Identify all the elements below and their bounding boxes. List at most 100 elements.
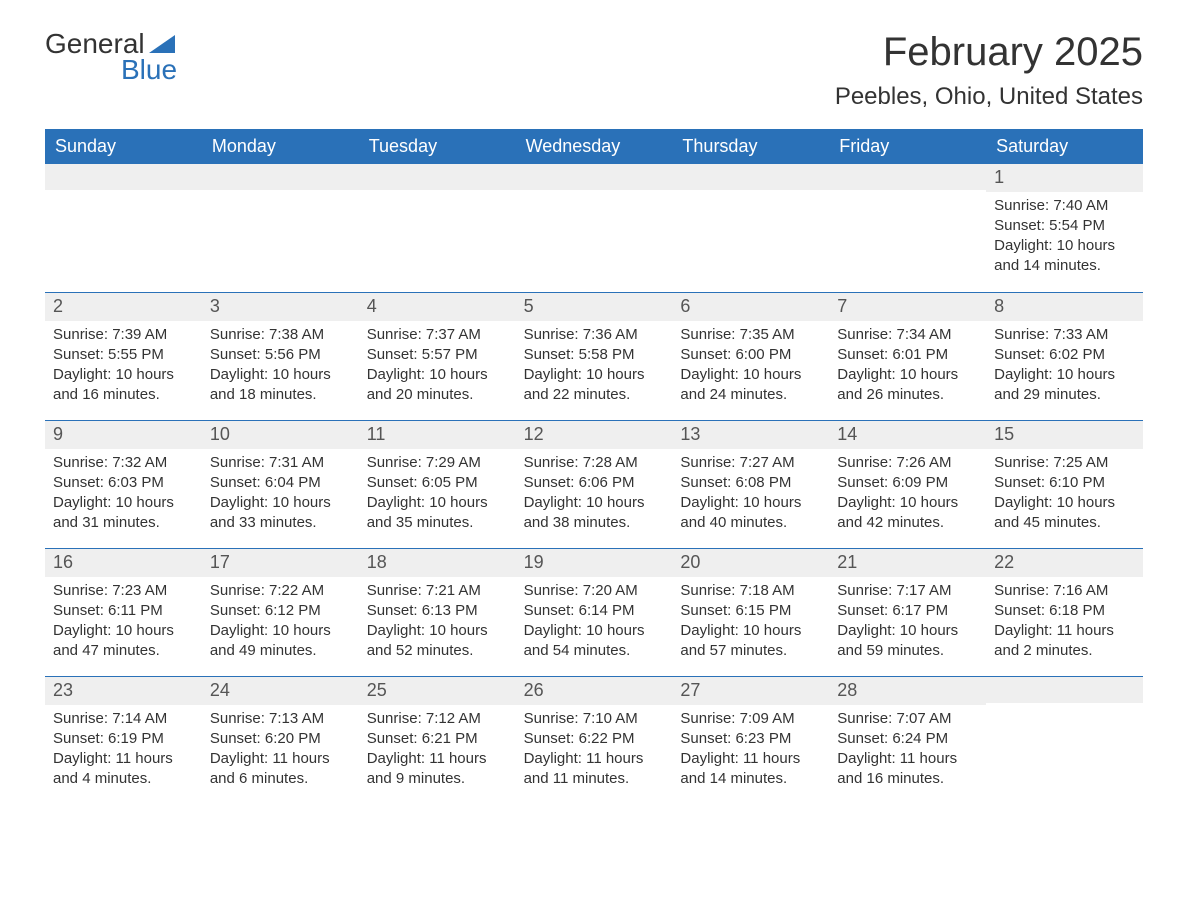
daylight-text: Daylight: 10 hours and 57 minutes. [680, 621, 821, 662]
sunset-text: Sunset: 6:15 PM [680, 601, 821, 621]
sunrise-text: Sunrise: 7:09 AM [680, 709, 821, 729]
weeks-container: 1Sunrise: 7:40 AMSunset: 5:54 PMDaylight… [45, 164, 1143, 804]
daylight-text: Daylight: 11 hours and 6 minutes. [210, 749, 351, 790]
daylight-text: Daylight: 10 hours and 45 minutes. [994, 493, 1135, 534]
day-body: Sunrise: 7:23 AMSunset: 6:11 PMDaylight:… [45, 577, 202, 676]
day-number: 23 [45, 677, 202, 705]
week-row: 1Sunrise: 7:40 AMSunset: 5:54 PMDaylight… [45, 164, 1143, 292]
day-cell: 27Sunrise: 7:09 AMSunset: 6:23 PMDayligh… [672, 677, 829, 804]
day-cell: 15Sunrise: 7:25 AMSunset: 6:10 PMDayligh… [986, 421, 1143, 548]
sunrise-text: Sunrise: 7:35 AM [680, 325, 821, 345]
month-title: February 2025 [835, 30, 1143, 75]
day-cell: 24Sunrise: 7:13 AMSunset: 6:20 PMDayligh… [202, 677, 359, 804]
day-number [45, 164, 202, 190]
day-cell: 18Sunrise: 7:21 AMSunset: 6:13 PMDayligh… [359, 549, 516, 676]
daylight-text: Daylight: 11 hours and 2 minutes. [994, 621, 1135, 662]
sunrise-text: Sunrise: 7:22 AM [210, 581, 351, 601]
sunrise-text: Sunrise: 7:29 AM [367, 453, 508, 473]
daylight-text: Daylight: 11 hours and 14 minutes. [680, 749, 821, 790]
day-cell: 12Sunrise: 7:28 AMSunset: 6:06 PMDayligh… [516, 421, 673, 548]
week-row: 2Sunrise: 7:39 AMSunset: 5:55 PMDaylight… [45, 292, 1143, 420]
sunset-text: Sunset: 6:06 PM [524, 473, 665, 493]
sunrise-text: Sunrise: 7:07 AM [837, 709, 978, 729]
daylight-text: Daylight: 10 hours and 18 minutes. [210, 365, 351, 406]
day-number: 10 [202, 421, 359, 449]
day-number: 20 [672, 549, 829, 577]
day-number [202, 164, 359, 190]
sunrise-text: Sunrise: 7:12 AM [367, 709, 508, 729]
sunset-text: Sunset: 6:08 PM [680, 473, 821, 493]
day-cell: 5Sunrise: 7:36 AMSunset: 5:58 PMDaylight… [516, 293, 673, 420]
day-cell: 4Sunrise: 7:37 AMSunset: 5:57 PMDaylight… [359, 293, 516, 420]
sunset-text: Sunset: 6:23 PM [680, 729, 821, 749]
day-number: 2 [45, 293, 202, 321]
day-cell: 20Sunrise: 7:18 AMSunset: 6:15 PMDayligh… [672, 549, 829, 676]
daylight-text: Daylight: 11 hours and 4 minutes. [53, 749, 194, 790]
day-cell: 10Sunrise: 7:31 AMSunset: 6:04 PMDayligh… [202, 421, 359, 548]
sunrise-text: Sunrise: 7:21 AM [367, 581, 508, 601]
sunset-text: Sunset: 6:11 PM [53, 601, 194, 621]
day-body: Sunrise: 7:40 AMSunset: 5:54 PMDaylight:… [986, 192, 1143, 291]
day-cell: 6Sunrise: 7:35 AMSunset: 6:00 PMDaylight… [672, 293, 829, 420]
day-body: Sunrise: 7:18 AMSunset: 6:15 PMDaylight:… [672, 577, 829, 676]
sunrise-text: Sunrise: 7:38 AM [210, 325, 351, 345]
day-number: 21 [829, 549, 986, 577]
daylight-text: Daylight: 10 hours and 42 minutes. [837, 493, 978, 534]
sunrise-text: Sunrise: 7:39 AM [53, 325, 194, 345]
day-number [986, 677, 1143, 703]
sunrise-text: Sunrise: 7:36 AM [524, 325, 665, 345]
day-body: Sunrise: 7:35 AMSunset: 6:00 PMDaylight:… [672, 321, 829, 420]
sunset-text: Sunset: 6:04 PM [210, 473, 351, 493]
day-cell [359, 164, 516, 292]
sunset-text: Sunset: 6:20 PM [210, 729, 351, 749]
day-cell: 28Sunrise: 7:07 AMSunset: 6:24 PMDayligh… [829, 677, 986, 804]
daylight-text: Daylight: 10 hours and 47 minutes. [53, 621, 194, 662]
location-subtitle: Peebles, Ohio, United States [835, 83, 1143, 111]
day-body: Sunrise: 7:21 AMSunset: 6:13 PMDaylight:… [359, 577, 516, 676]
sunset-text: Sunset: 6:13 PM [367, 601, 508, 621]
daylight-text: Daylight: 10 hours and 22 minutes. [524, 365, 665, 406]
sunrise-text: Sunrise: 7:31 AM [210, 453, 351, 473]
daylight-text: Daylight: 11 hours and 11 minutes. [524, 749, 665, 790]
daylight-text: Daylight: 10 hours and 40 minutes. [680, 493, 821, 534]
dow-saturday: Saturday [986, 129, 1143, 164]
week-row: 9Sunrise: 7:32 AMSunset: 6:03 PMDaylight… [45, 420, 1143, 548]
day-body: Sunrise: 7:36 AMSunset: 5:58 PMDaylight:… [516, 321, 673, 420]
day-number: 28 [829, 677, 986, 705]
sunset-text: Sunset: 6:01 PM [837, 345, 978, 365]
day-number: 16 [45, 549, 202, 577]
day-cell: 21Sunrise: 7:17 AMSunset: 6:17 PMDayligh… [829, 549, 986, 676]
dow-wednesday: Wednesday [516, 129, 673, 164]
daylight-text: Daylight: 10 hours and 33 minutes. [210, 493, 351, 534]
day-cell: 14Sunrise: 7:26 AMSunset: 6:09 PMDayligh… [829, 421, 986, 548]
day-cell [202, 164, 359, 292]
sunset-text: Sunset: 6:19 PM [53, 729, 194, 749]
daylight-text: Daylight: 10 hours and 31 minutes. [53, 493, 194, 534]
sunset-text: Sunset: 6:05 PM [367, 473, 508, 493]
day-number: 15 [986, 421, 1143, 449]
sunset-text: Sunset: 6:14 PM [524, 601, 665, 621]
day-cell: 9Sunrise: 7:32 AMSunset: 6:03 PMDaylight… [45, 421, 202, 548]
day-cell: 25Sunrise: 7:12 AMSunset: 6:21 PMDayligh… [359, 677, 516, 804]
sunrise-text: Sunrise: 7:40 AM [994, 196, 1135, 216]
sunset-text: Sunset: 6:02 PM [994, 345, 1135, 365]
daylight-text: Daylight: 10 hours and 14 minutes. [994, 236, 1135, 277]
day-body: Sunrise: 7:09 AMSunset: 6:23 PMDaylight:… [672, 705, 829, 804]
sunrise-text: Sunrise: 7:17 AM [837, 581, 978, 601]
sunset-text: Sunset: 6:10 PM [994, 473, 1135, 493]
sunset-text: Sunset: 6:17 PM [837, 601, 978, 621]
day-body: Sunrise: 7:10 AMSunset: 6:22 PMDaylight:… [516, 705, 673, 804]
sunset-text: Sunset: 6:12 PM [210, 601, 351, 621]
day-number: 14 [829, 421, 986, 449]
sunrise-text: Sunrise: 7:34 AM [837, 325, 978, 345]
day-body: Sunrise: 7:07 AMSunset: 6:24 PMDaylight:… [829, 705, 986, 804]
sunrise-text: Sunrise: 7:26 AM [837, 453, 978, 473]
day-number: 4 [359, 293, 516, 321]
day-body: Sunrise: 7:31 AMSunset: 6:04 PMDaylight:… [202, 449, 359, 548]
day-body: Sunrise: 7:22 AMSunset: 6:12 PMDaylight:… [202, 577, 359, 676]
dow-thursday: Thursday [672, 129, 829, 164]
sunset-text: Sunset: 6:00 PM [680, 345, 821, 365]
daylight-text: Daylight: 10 hours and 54 minutes. [524, 621, 665, 662]
day-number: 6 [672, 293, 829, 321]
day-cell: 1Sunrise: 7:40 AMSunset: 5:54 PMDaylight… [986, 164, 1143, 292]
